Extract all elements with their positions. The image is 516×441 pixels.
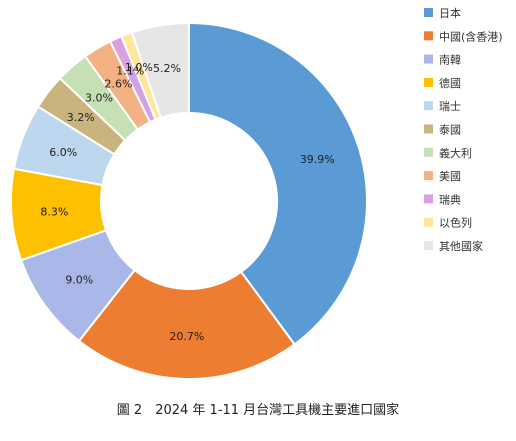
- slice-value-label-6: 3.2%: [67, 111, 95, 124]
- legend-swatch-4: [424, 77, 433, 87]
- legend-label-2: 中國(含香港): [439, 29, 503, 43]
- legend-swatch-1: [424, 8, 433, 17]
- slice-value-label-1: 39.9%: [300, 153, 335, 166]
- legend-swatch-6: [424, 124, 433, 134]
- legend-swatch-7: [424, 147, 433, 157]
- slice-labels: 39.9% 20.7% 9.0% 8.3% 6.0% 3.2% 3.0%2.6%1.1%1.…: [40, 61, 334, 343]
- slice-value-label-2: 20.7%: [169, 330, 204, 343]
- legend-swatch-2: [424, 31, 433, 41]
- slice-value-label-4: 8.3%: [40, 206, 68, 219]
- legend-swatch-11: [424, 241, 433, 250]
- legend-label-1: 日本: [439, 6, 461, 20]
- slice-value-label-10: 1.0%: [125, 61, 153, 74]
- legend-label-9: 瑞典: [439, 192, 461, 206]
- legend-swatch-3: [424, 54, 433, 64]
- legend-swatch-8: [424, 171, 433, 181]
- legend-label-5: 瑞士: [439, 99, 461, 113]
- legend-label-4: 德國: [439, 76, 461, 90]
- donut-slice-11: [130, 21, 190, 119]
- legend-label-6: 泰國: [439, 123, 461, 137]
- legend-swatch-5: [424, 101, 433, 111]
- donut-slice-2: [77, 268, 296, 380]
- slice-value-label-11: 5.2%: [153, 62, 181, 75]
- legend-label-8: 美國: [439, 170, 461, 183]
- legend-swatch-9: [424, 194, 433, 204]
- chart-caption: 圖 2 2024 年 1-11 月台灣工具機主要進口國家: [116, 403, 400, 418]
- legend-swatch-10: [424, 217, 433, 227]
- legend-label-7: 義大利: [439, 146, 472, 160]
- legend-label-11: 其他國家: [439, 239, 483, 253]
- donut-slices: [10, 21, 368, 380]
- slice-value-label-8: 2.6%: [105, 78, 133, 91]
- slice-value-label-5: 6.0%: [49, 146, 77, 159]
- slice-value-label-3: 9.0%: [65, 274, 93, 287]
- legend-label-3: 南韓: [439, 54, 461, 67]
- slice-value-label-9: 1.1%: [116, 65, 144, 78]
- legend-label-10: 以色列: [439, 216, 472, 230]
- donut-slice-1: [188, 21, 368, 346]
- slice-value-label-7: 3.0%: [85, 92, 113, 105]
